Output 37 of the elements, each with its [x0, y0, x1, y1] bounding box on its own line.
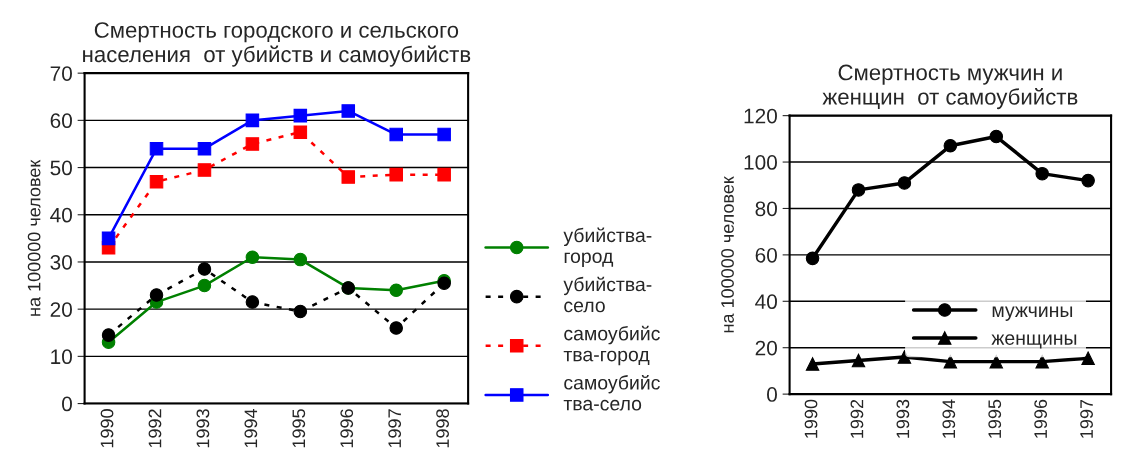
y-tick-label: 30	[50, 254, 72, 270]
y-tick-label: 20	[755, 340, 777, 356]
y-axis-title: на 100000 человек	[721, 176, 734, 333]
y-tick-label: 20	[50, 302, 72, 317]
y-tick-label: 70	[50, 66, 72, 81]
y-tick-label: 60	[755, 247, 777, 263]
x-tick-label: 1995	[988, 399, 1002, 438]
x-tick-label: 1996	[1034, 399, 1048, 438]
chart-title: Смертность городского и сельского населения от убийств и самоубийств	[83, 22, 471, 67]
legend-label: женщины	[991, 334, 1077, 349]
chart-title: Смертность мужчин и женщин от самоубийств	[822, 64, 1078, 110]
legend-label: самоубийс тва-село	[563, 374, 660, 411]
x-tick-label: 1992	[148, 409, 162, 448]
x-tick-label: 1990	[804, 399, 818, 438]
y-tick-label: 10	[51, 349, 72, 365]
y-tick-label: 60	[50, 113, 72, 129]
y-tick-label: 50	[50, 160, 72, 176]
x-tick-label: 1993	[896, 399, 910, 438]
x-tick-label: 1998	[436, 409, 449, 448]
x-tick-label: 1995	[292, 409, 306, 448]
x-tick-label: 1994	[942, 399, 956, 438]
x-tick-label: 1997	[1080, 399, 1093, 438]
y-tick-label: 0	[767, 387, 777, 402]
x-tick-label: 1993	[196, 409, 210, 448]
x-tick-label: 1994	[244, 408, 258, 448]
legend-label: мужчины	[992, 306, 1073, 321]
x-tick-label: 1997	[388, 409, 402, 448]
y-tick-label: 0	[62, 396, 72, 412]
y-tick-label: 80	[755, 201, 777, 217]
y-tick-label: 40	[755, 294, 777, 310]
y-tick-label: 40	[50, 207, 72, 223]
y-tick-label: 120	[744, 108, 777, 124]
x-tick-label: 1990	[100, 409, 114, 448]
x-tick-label: 1996	[340, 409, 354, 448]
x-tick-label: 1992	[850, 399, 864, 438]
y-axis-title: на 100000 человек	[27, 159, 41, 316]
y-tick-label: 100	[744, 155, 777, 170]
